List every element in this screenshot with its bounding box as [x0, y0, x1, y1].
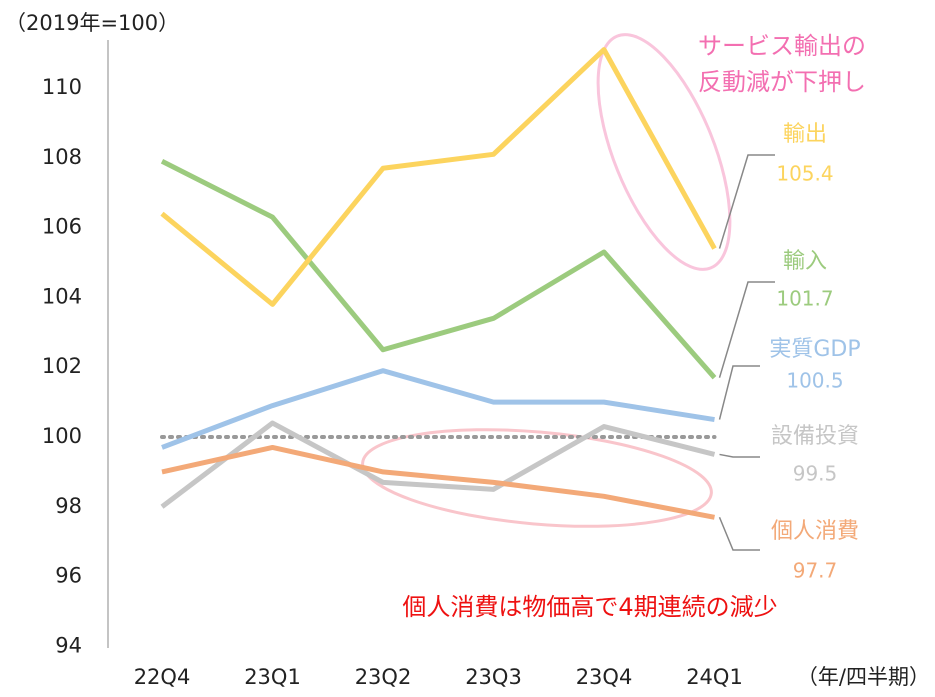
- series-line: [160, 47, 717, 307]
- series-line: [160, 159, 717, 380]
- series-line: [161, 444, 715, 520]
- leader-line: [719, 453, 760, 458]
- x-tick-label: 23Q3: [465, 665, 522, 689]
- series-line: [161, 368, 715, 450]
- highlight-ellipse: [596, 33, 732, 271]
- annotation: 個人消費は物価高で4期連続の減少: [402, 593, 777, 621]
- y-tick-label: 104: [42, 284, 82, 308]
- series-line: [160, 420, 716, 509]
- legend-label: 輸出: [783, 122, 827, 147]
- x-axis-label: （年/四半期）: [797, 665, 930, 689]
- annotation: サービス輸出の: [698, 32, 866, 60]
- y-tick-label: 96: [55, 564, 82, 588]
- y-tick-label: 102: [42, 354, 82, 378]
- x-tick-label: 23Q1: [244, 665, 301, 689]
- y-tick-label: 94: [55, 633, 82, 657]
- legend-label: 設備投資: [771, 424, 859, 449]
- y-axis-label: （2019年=100）: [5, 11, 179, 35]
- legend-label: 実質GDP: [769, 337, 860, 362]
- y-tick-label: 108: [42, 145, 82, 169]
- x-tick-label: 22Q4: [134, 665, 191, 689]
- y-tick-label: 98: [55, 494, 82, 518]
- leader-line: [718, 516, 760, 551]
- value-label: 97.7: [793, 559, 838, 583]
- value-label: 99.5: [793, 462, 838, 486]
- leader-line: [718, 281, 775, 378]
- annotation: 反動減が下押し: [698, 68, 866, 96]
- value-label: 101.7: [776, 287, 833, 311]
- y-tick-label: 106: [42, 215, 82, 239]
- y-tick-label: 110: [42, 75, 82, 99]
- x-tick-label: 23Q4: [576, 665, 633, 689]
- x-tick-label: 23Q2: [355, 665, 412, 689]
- value-label: 100.5: [786, 369, 843, 393]
- leader-line: [718, 365, 760, 420]
- leader-line: [718, 154, 775, 249]
- y-tick-label: 100: [42, 424, 82, 448]
- value-label: 105.4: [776, 162, 833, 186]
- legend-label: 個人消費: [771, 519, 859, 544]
- highlight-ellipse: [361, 428, 713, 528]
- legend-label: 輸入: [783, 249, 827, 274]
- x-tick-label: 24Q1: [686, 665, 743, 689]
